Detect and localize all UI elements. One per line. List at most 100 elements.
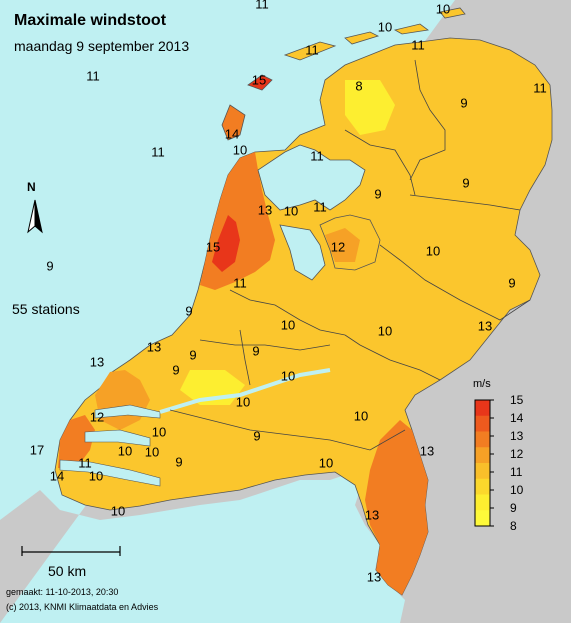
- legend-tick-label: 11: [510, 465, 523, 479]
- station-value: 10: [88, 468, 104, 484]
- legend-swatch: [475, 431, 490, 448]
- wadden-island-terschelling: [283, 41, 337, 61]
- station-value: 10: [280, 368, 296, 384]
- legend-swatch: [475, 494, 490, 511]
- coast-gust-zone-zeeland: [58, 415, 95, 470]
- north-label: N: [27, 180, 36, 194]
- station-value: 11: [78, 455, 92, 471]
- station-value: 8: [355, 78, 363, 94]
- province-borders: [169, 59, 531, 451]
- legend-tick-label: 12: [510, 447, 524, 461]
- station-value: 9: [508, 275, 516, 291]
- neighbour-land-north: [455, 0, 571, 90]
- low-gust-zone-friesland: [345, 80, 395, 135]
- legend-tick-label: 14: [510, 411, 524, 425]
- station-value: 11: [86, 68, 100, 84]
- station-value: 11: [233, 275, 247, 291]
- station-value: 15: [205, 239, 221, 255]
- station-value: 11: [151, 144, 165, 160]
- legend-swatch: [475, 447, 490, 464]
- station-value: 17: [29, 442, 45, 458]
- station-value: 12: [330, 239, 346, 255]
- station-value: 9: [46, 258, 54, 274]
- estuary-oosterschelde: [84, 429, 151, 447]
- legend-unit: m/s: [473, 378, 491, 390]
- station-value: 10: [232, 142, 248, 158]
- station-value: 10: [377, 19, 393, 35]
- coast-gust-core: [212, 215, 240, 272]
- legend-tick-label: 8: [510, 519, 517, 533]
- legend-swatch: [475, 415, 490, 432]
- ijsselmeer: [257, 144, 366, 211]
- station-value: 9: [189, 347, 197, 363]
- station-value: 11: [533, 80, 547, 96]
- station-value: 11: [313, 199, 327, 215]
- station-value: 9: [460, 95, 468, 111]
- station-value: 10: [144, 444, 160, 460]
- station-value: 10: [318, 455, 334, 471]
- made-timestamp: gemaakt: 11-10-2013, 20:30: [6, 587, 119, 597]
- markermeer: [279, 224, 326, 281]
- station-value: 9: [185, 303, 193, 319]
- legend-tick-label: 13: [510, 429, 524, 443]
- legend-tick-label: 10: [510, 483, 524, 497]
- wadden-island-rottum: [439, 7, 466, 19]
- scale-label: 50 km: [48, 563, 87, 579]
- station-value: 10: [151, 424, 167, 440]
- legend-swatch: [475, 478, 490, 495]
- station-value: 13: [366, 569, 382, 585]
- station-value: 13: [257, 202, 273, 218]
- station-count: 55 stations: [12, 301, 80, 317]
- estuary-haringvliet: [94, 404, 161, 419]
- wadden-island-texel: [221, 104, 246, 141]
- station-value: 11: [255, 0, 269, 12]
- station-value: 13: [364, 507, 380, 523]
- gust-zone-limburg: [365, 420, 428, 595]
- station-value: 12: [89, 409, 105, 425]
- station-value: 13: [146, 339, 162, 355]
- station-value: 11: [305, 42, 319, 58]
- legend-tick-label: 15: [510, 393, 524, 407]
- station-value: 11: [310, 148, 324, 164]
- station-value: 14: [49, 468, 65, 484]
- legend-frame: [474, 399, 491, 527]
- legend-swatch: [475, 400, 490, 417]
- wadden-island-vlieland: [247, 74, 273, 91]
- station-value: 9: [462, 175, 470, 191]
- station-value: 13: [89, 354, 105, 370]
- north-arrow-icon: [27, 199, 43, 234]
- station-value: 9: [172, 362, 180, 378]
- station-value: 14: [224, 126, 240, 142]
- river-waal: [159, 368, 331, 414]
- station-value: 9: [253, 428, 261, 444]
- station-value: 9: [175, 454, 183, 470]
- station-value: 10: [435, 1, 451, 17]
- map-title: Maximale windstoot: [14, 12, 167, 29]
- station-value: 10: [235, 394, 251, 410]
- station-value: 10: [425, 243, 441, 259]
- legend-swatch: [475, 463, 490, 480]
- station-value: 11: [411, 37, 425, 53]
- station-value: 15: [251, 72, 267, 88]
- wadden-island-ameland: [344, 31, 380, 45]
- map-subtitle: maandag 9 september 2013: [14, 38, 190, 54]
- estuary-westerschelde: [59, 459, 161, 487]
- station-value: 10: [280, 317, 296, 333]
- station-value: 9: [252, 343, 260, 359]
- station-value: 10: [353, 408, 369, 424]
- legend-tick-label: 9: [510, 501, 517, 515]
- station-value: 13: [477, 318, 493, 334]
- copyright-notice: (c) 2013, KNMI Klimaatdata en Advies: [6, 602, 159, 612]
- station-value: 13: [419, 443, 435, 459]
- flevoland-gust-zone: [325, 228, 360, 262]
- legend-swatch: [475, 510, 490, 527]
- wadden-island-schiermonnikoog: [393, 23, 430, 35]
- station-value: 10: [283, 203, 299, 219]
- station-value: 10: [377, 323, 393, 339]
- station-value: 9: [374, 186, 382, 202]
- scale-bar-icon: [21, 546, 121, 556]
- station-value: 10: [117, 443, 133, 459]
- station-value: 10: [110, 503, 126, 519]
